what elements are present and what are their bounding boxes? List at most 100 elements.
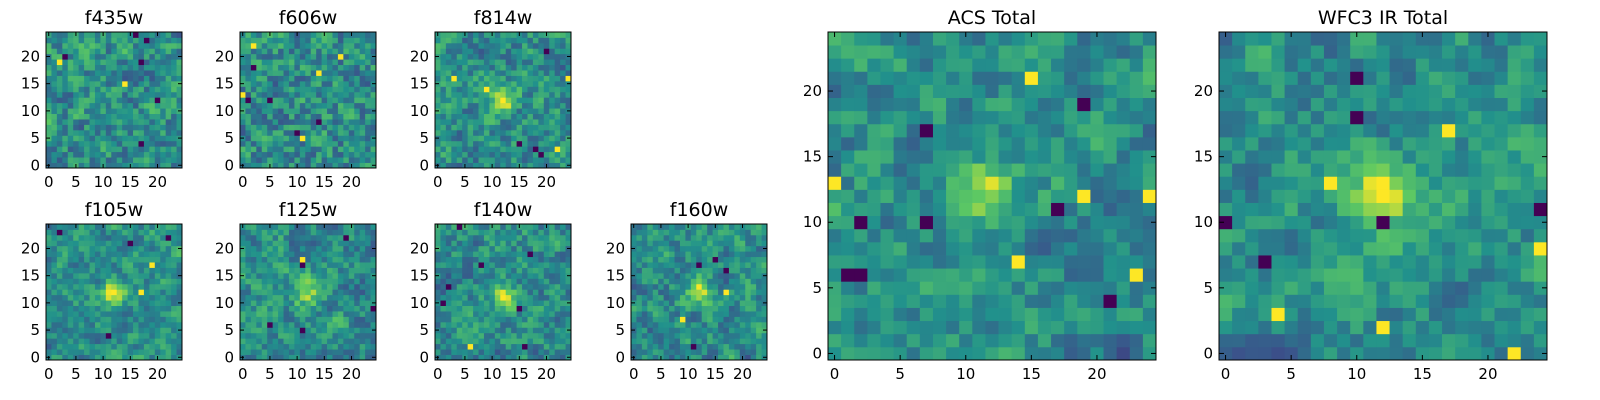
heatmap-cell: [316, 32, 322, 38]
heatmap-cell: [707, 332, 713, 339]
heatmap-cell: [62, 113, 69, 120]
heatmap-cell: [354, 75, 361, 82]
heatmap-cell: [294, 80, 301, 87]
heatmap-cell: [641, 224, 648, 230]
heatmap-cell: [647, 234, 654, 241]
heatmap-cell: [100, 245, 107, 252]
heatmap-cell: [370, 146, 377, 153]
heatmap-cell: [880, 320, 894, 335]
heatmap-cell: [690, 289, 697, 296]
heatmap-cell: [718, 262, 724, 268]
heatmap-cell: [641, 262, 648, 268]
heatmap-cell: [631, 294, 637, 301]
heatmap-cell: [256, 75, 263, 82]
heatmap-cell: [1142, 176, 1157, 190]
heatmap-cell: [240, 75, 246, 82]
heatmap-cell: [370, 102, 377, 109]
heatmap-cell: [122, 80, 128, 87]
heatmap-cell: [467, 124, 474, 131]
heatmap-cell: [327, 338, 333, 345]
heatmap-cell: [761, 343, 768, 350]
heatmap-cell: [78, 262, 85, 268]
heatmap-cell: [149, 338, 156, 345]
heatmap-cell: [723, 283, 730, 290]
heatmap-cell: [1037, 176, 1052, 190]
heatmap-cell: [267, 316, 274, 323]
heatmap-cell: [89, 91, 96, 98]
heatmap-cell: [294, 311, 301, 317]
heatmap-cell: [267, 42, 274, 49]
heatmap-cell: [143, 113, 150, 120]
heatmap-cell: [841, 228, 855, 243]
heatmap-cell: [489, 97, 496, 104]
heatmap-cell: [288, 283, 295, 290]
heatmap-cell: [84, 102, 90, 109]
heatmap-cell: [549, 162, 556, 169]
heatmap-cell: [176, 294, 183, 301]
heatmap-cell: [494, 151, 501, 158]
heatmap-cell: [354, 354, 361, 361]
heatmap-cell: [62, 321, 69, 328]
heatmap-cell: [111, 75, 118, 82]
heatmap-cell: [750, 332, 757, 339]
heatmap-cell: [549, 256, 556, 263]
heatmap-cell: [750, 321, 757, 328]
heatmap-cell: [267, 332, 274, 339]
heatmap-cell: [440, 75, 447, 82]
heatmap-cell: [321, 97, 328, 104]
heatmap-cells: [828, 32, 1157, 361]
heatmap-cell: [867, 346, 881, 361]
heatmap-cell: [62, 327, 69, 334]
heatmap-cell: [288, 240, 295, 247]
heatmap-cell: [500, 59, 507, 66]
heatmap-cell: [494, 91, 501, 98]
heatmap-cell: [343, 240, 350, 247]
heatmap-cell: [679, 267, 686, 274]
heatmap-cell: [701, 272, 708, 279]
heatmap-cell: [171, 354, 177, 361]
heatmap-cell: [532, 311, 539, 317]
heatmap-cell: [712, 305, 719, 312]
heatmap-cell: [549, 135, 556, 142]
heatmap-cell: [67, 91, 74, 98]
heatmap-cell: [554, 267, 561, 274]
heatmap-cell: [972, 228, 986, 243]
heatmap-cell: [707, 338, 713, 345]
x-tick-label: 20: [537, 365, 556, 383]
heatmap-cell: [565, 224, 572, 230]
heatmap-cell: [267, 97, 274, 104]
heatmap-cell: [267, 229, 274, 236]
heatmap-cell: [111, 53, 118, 60]
heatmap-cell: [500, 245, 507, 252]
heatmap-cell: [343, 32, 350, 38]
heatmap-cell: [100, 229, 107, 236]
heatmap-cell: [256, 157, 263, 163]
heatmap-cell: [959, 228, 973, 243]
heatmap-cell: [111, 129, 118, 136]
heatmap-cell: [522, 97, 528, 104]
heatmap-cell: [522, 305, 528, 312]
heatmap-cell: [299, 332, 306, 339]
heatmap-cell: [532, 251, 539, 258]
heatmap-cell: [111, 229, 118, 236]
heatmap-cell: [122, 86, 128, 93]
heatmap-cell: [348, 272, 355, 279]
heatmap-cell: [294, 135, 301, 142]
heatmap-cell: [138, 224, 145, 230]
heatmap-cell: [337, 332, 344, 339]
heatmap-cell: [327, 129, 333, 136]
heatmap-cell: [473, 42, 479, 49]
heatmap-cell: [854, 320, 868, 335]
heatmap-cell: [127, 332, 134, 339]
heatmap-cell: [354, 113, 361, 120]
heatmap-cell: [483, 48, 490, 55]
heatmap-cell: [62, 283, 69, 290]
heatmap-cell: [305, 262, 312, 268]
heatmap-cell: [538, 234, 545, 241]
heatmap-cell: [299, 294, 306, 301]
heatmap-cell: [354, 70, 361, 76]
heatmap-cell: [1051, 333, 1065, 348]
heatmap-cell: [51, 354, 58, 361]
heatmap-cell: [456, 245, 463, 252]
